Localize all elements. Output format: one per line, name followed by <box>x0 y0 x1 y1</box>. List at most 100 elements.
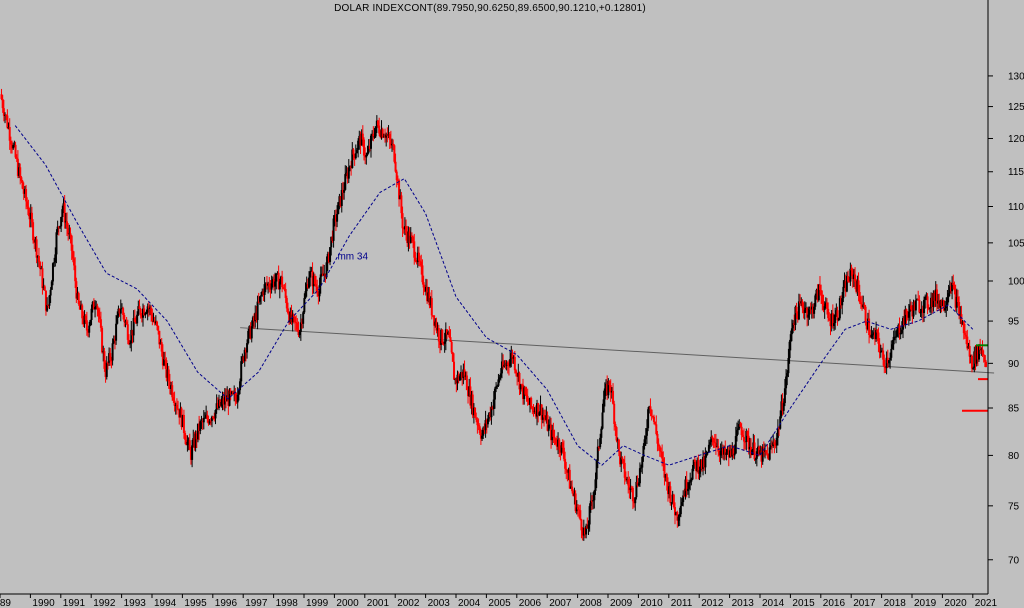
candle <box>879 344 882 358</box>
candle <box>578 504 581 519</box>
candle <box>426 279 429 305</box>
candle <box>69 227 72 244</box>
candle <box>948 280 951 297</box>
candle <box>514 368 517 377</box>
candle <box>811 303 814 319</box>
candle <box>53 257 56 268</box>
x-tick-label: 2017 <box>853 598 876 608</box>
candle <box>745 428 748 451</box>
candle <box>814 293 817 310</box>
candle <box>352 148 355 161</box>
candle <box>912 299 915 319</box>
candle <box>827 302 830 322</box>
candle <box>160 338 163 357</box>
x-tick-label: 2005 <box>488 598 511 608</box>
candle <box>483 423 486 434</box>
candle <box>972 366 975 371</box>
candle <box>643 435 646 450</box>
candle <box>735 422 738 442</box>
candle <box>339 196 342 208</box>
candle <box>965 330 968 345</box>
candle <box>170 381 173 395</box>
chart-title: DOLAR INDEXCONT(89.7950,90.6250,89.6500,… <box>334 3 646 14</box>
candle <box>876 329 879 342</box>
candle <box>475 412 478 423</box>
candle <box>185 435 188 446</box>
candle <box>592 492 595 510</box>
candle <box>70 234 73 260</box>
candle <box>865 321 868 334</box>
candle <box>408 227 411 249</box>
candle <box>782 398 785 415</box>
candle <box>386 127 389 143</box>
candle <box>607 378 610 399</box>
candle <box>443 332 446 353</box>
candle <box>182 409 185 439</box>
candle <box>441 329 444 346</box>
candle <box>340 182 343 213</box>
candle <box>958 296 961 320</box>
candle <box>626 476 629 484</box>
candle <box>575 500 578 515</box>
candle <box>786 370 789 386</box>
candle <box>892 330 895 351</box>
candle <box>8 118 11 150</box>
x-tick-label: 2019 <box>914 598 937 608</box>
candle <box>320 266 323 277</box>
candle <box>324 273 327 283</box>
candle <box>671 490 674 505</box>
candle <box>140 313 143 323</box>
candle <box>941 297 944 307</box>
candle <box>210 415 213 428</box>
candle <box>634 497 637 511</box>
candle <box>206 410 209 423</box>
candle <box>512 355 515 364</box>
candle <box>566 469 569 482</box>
candle <box>654 421 657 426</box>
candle <box>90 304 93 326</box>
candle <box>331 230 334 243</box>
candle <box>758 445 761 457</box>
candle <box>615 426 618 443</box>
candle <box>56 220 59 235</box>
candle <box>400 191 403 219</box>
candle <box>236 387 239 409</box>
candle <box>85 311 88 336</box>
candle <box>504 359 507 370</box>
candle <box>823 301 826 319</box>
candle <box>644 428 647 446</box>
candle <box>244 347 247 362</box>
candle <box>985 359 988 368</box>
candle <box>482 426 485 439</box>
candle <box>553 429 556 446</box>
candle <box>746 430 749 443</box>
candle <box>574 490 577 514</box>
candle <box>942 299 945 312</box>
x-tick-label: 2012 <box>701 598 724 608</box>
candle <box>304 282 307 299</box>
candle <box>804 302 807 313</box>
candle <box>585 523 588 539</box>
candle <box>759 445 762 456</box>
candle <box>749 438 752 458</box>
x-tick-label: 2001 <box>367 598 390 608</box>
candle <box>202 410 205 430</box>
candle <box>855 278 858 294</box>
candle <box>878 338 881 359</box>
candle <box>840 295 843 309</box>
candle <box>890 340 893 361</box>
candle <box>506 361 509 374</box>
candle <box>960 305 963 328</box>
candle <box>863 302 866 310</box>
candle <box>460 365 463 381</box>
candle <box>291 310 294 332</box>
candle <box>267 281 270 294</box>
candle <box>303 293 306 315</box>
candle <box>696 457 699 473</box>
candle <box>610 387 613 399</box>
candle <box>247 328 250 345</box>
candle <box>151 308 154 326</box>
candle <box>911 305 914 324</box>
candle <box>91 300 94 313</box>
candle <box>409 227 412 244</box>
